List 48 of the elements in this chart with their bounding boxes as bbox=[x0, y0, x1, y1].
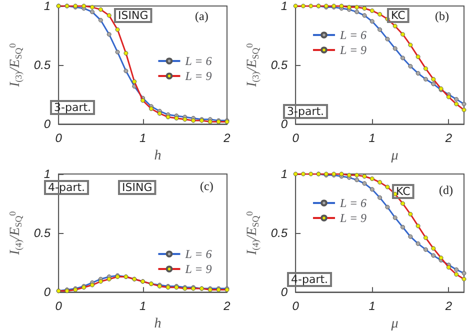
legend-label: L = 6 bbox=[339, 196, 367, 210]
x-tick-label: 0 bbox=[292, 299, 300, 314]
legend-label: L = 9 bbox=[184, 262, 212, 276]
y-tick-label: 1 bbox=[44, 167, 51, 181]
y-axis-title: I(3)/ESQ0 bbox=[244, 42, 260, 88]
y-tick-label: 0 bbox=[280, 285, 288, 300]
legend-label: L = 6 bbox=[184, 247, 212, 261]
annotation: (c) bbox=[200, 179, 214, 193]
legend-label: L = 6 bbox=[184, 54, 212, 68]
x-tick-label: 0 bbox=[292, 131, 300, 146]
annotation: (a) bbox=[195, 9, 208, 23]
x-tick-label: 1 bbox=[368, 299, 376, 314]
legend-label: L = 9 bbox=[339, 211, 367, 225]
y-tick-label: 0 bbox=[280, 117, 288, 132]
y-tick-label: 0.5 bbox=[34, 58, 51, 72]
y-tick-label: 1 bbox=[44, 0, 51, 13]
x-tick-label: 2 bbox=[222, 299, 231, 314]
legend-label: L = 9 bbox=[184, 69, 212, 83]
x-tick-label: 2 bbox=[444, 299, 452, 314]
annotation: KC bbox=[396, 185, 411, 198]
x-tick-label: 1 bbox=[139, 299, 146, 314]
y-tick-label: 0.5 bbox=[270, 58, 288, 72]
x-tick-label: 2 bbox=[444, 131, 452, 146]
y-axis-title: I(4)/ESQ0 bbox=[244, 210, 260, 256]
annotation: (d) bbox=[439, 183, 453, 197]
annotation: ISING bbox=[122, 181, 152, 194]
x-tick-label: 0 bbox=[55, 131, 62, 146]
annotation: KC bbox=[391, 9, 406, 22]
x-tick-label: 1 bbox=[368, 131, 376, 146]
y-tick-label: 0.5 bbox=[270, 226, 288, 240]
y-tick-label: 0 bbox=[44, 117, 51, 132]
legend-label: L = 6 bbox=[339, 28, 367, 42]
x-tick-label: 2 bbox=[222, 131, 231, 146]
y-tick-label: 1 bbox=[280, 167, 288, 181]
x-axis-title: h bbox=[154, 316, 162, 332]
x-tick-label: 0 bbox=[55, 299, 62, 314]
annotation: (b) bbox=[435, 9, 449, 23]
annotation: ISING bbox=[118, 9, 148, 22]
x-tick-label: 1 bbox=[139, 131, 146, 146]
y-axis-title: I(3)/ESQ0 bbox=[8, 42, 24, 88]
legend-label: L = 9 bbox=[339, 43, 367, 57]
y-tick-label: 1 bbox=[280, 0, 288, 13]
x-axis-title: μ bbox=[390, 148, 398, 164]
x-axis-title: h bbox=[154, 148, 162, 164]
y-tick-label: 0.5 bbox=[34, 226, 51, 240]
x-axis-title: μ bbox=[390, 316, 398, 332]
y-axis-title: I(4)/ESQ0 bbox=[8, 210, 24, 256]
y-tick-label: 0 bbox=[44, 285, 51, 300]
